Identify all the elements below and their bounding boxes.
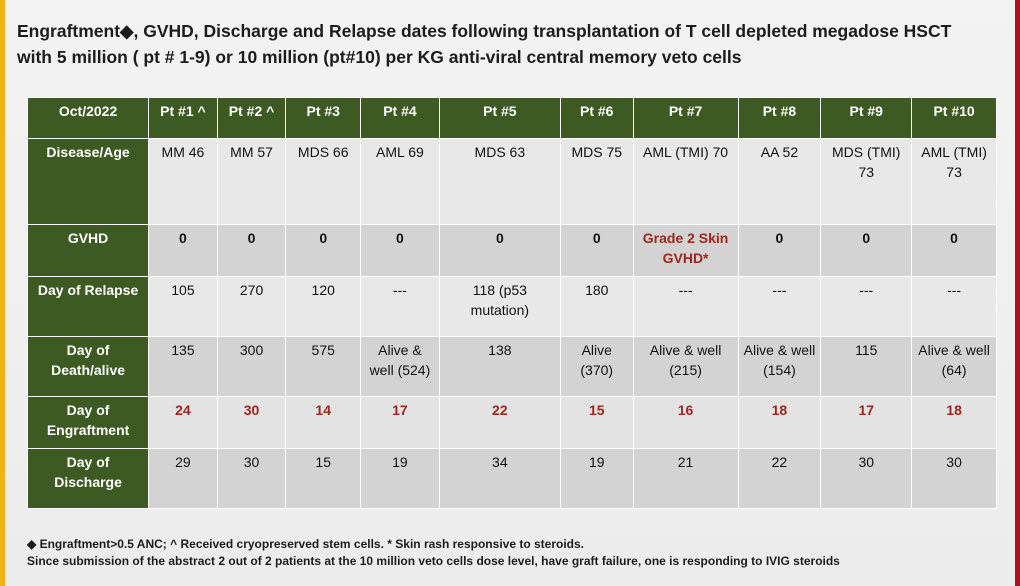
table-cell: MM 57	[216, 138, 287, 225]
table-cell: Alive (370)	[559, 336, 634, 397]
table-cell: 30	[216, 396, 287, 449]
patient-table: Oct/2022 Pt #1 ^ Pt #2 ^ Pt #3 Pt #4 Pt …	[26, 97, 997, 509]
table-cell: 0	[360, 224, 440, 277]
table-cell: 18	[737, 396, 822, 449]
table-cell: 18	[911, 396, 997, 449]
table-cell: 0	[820, 224, 913, 277]
table-cell: 21	[632, 448, 739, 509]
row-header-death-alive: Day of Death/alive	[26, 336, 150, 397]
table-cell: 105	[148, 276, 218, 337]
table-cell: 24	[148, 396, 218, 449]
frame-accent-strip	[0, 0, 5, 586]
col-header-pt5: Pt #5	[438, 97, 561, 139]
col-header-pt7: Pt #7	[632, 97, 739, 139]
table-cell: 19	[559, 448, 634, 509]
table-row: Day of Death/alive 135 300 575 Alive & w…	[26, 336, 997, 397]
table-cell-highlight: Grade 2 Skin GVHD*	[632, 224, 739, 277]
table-cell: 17	[820, 396, 913, 449]
table-cell: AA 52	[737, 138, 822, 225]
table-cell: ---	[632, 276, 739, 337]
table-cell: 0	[148, 224, 218, 277]
col-header-pt4: Pt #4	[360, 97, 440, 139]
table-cell: 180	[559, 276, 634, 337]
table-cell: ---	[820, 276, 913, 337]
table-cell: ---	[911, 276, 997, 337]
table-cell: Alive & well (64)	[911, 336, 997, 397]
table-cell: MDS 66	[285, 138, 362, 225]
table-cell: MDS (TMI) 73	[820, 138, 913, 225]
table-row: Day of Discharge 29 30 15 19 34 19 21 22…	[26, 448, 997, 509]
table-cell: 30	[820, 448, 913, 509]
table-cell: MDS 63	[438, 138, 561, 225]
table-cell: 300	[216, 336, 287, 397]
table-cell: 0	[559, 224, 634, 277]
title-line-1: Engraftment◆, GVHD, Discharge and Relaps…	[17, 21, 952, 41]
col-header-pt1: Pt #1 ^	[148, 97, 218, 139]
col-header-pt2: Pt #2 ^	[216, 97, 287, 139]
row-header-engraftment: Day of Engraftment	[26, 396, 150, 449]
table-cell: 30	[911, 448, 997, 509]
slide-title: Engraftment◆, GVHD, Discharge and Relaps…	[17, 18, 1007, 70]
header-row: Oct/2022 Pt #1 ^ Pt #2 ^ Pt #3 Pt #4 Pt …	[26, 97, 997, 139]
col-header-pt10: Pt #10	[911, 97, 997, 139]
table-cell: 0	[285, 224, 362, 277]
col-header-pt6: Pt #6	[559, 97, 634, 139]
table-cell: AML (TMI) 70	[632, 138, 739, 225]
table-cell: AML (TMI) 73	[911, 138, 997, 225]
table-cell: 17	[360, 396, 440, 449]
footnote-line-1: ◆ Engraftment>0.5 ANC; ^ Received cryopr…	[27, 537, 585, 551]
footnote: ◆ Engraftment>0.5 ANC; ^ Received cryopr…	[27, 536, 1007, 570]
table-cell: 14	[285, 396, 362, 449]
table-cell: 138	[438, 336, 561, 397]
row-header-disease-age: Disease/Age	[26, 138, 150, 225]
table-cell: ---	[360, 276, 440, 337]
table-cell: 30	[216, 448, 287, 509]
table-cell: 0	[911, 224, 997, 277]
table-cell: Alive & well (215)	[632, 336, 739, 397]
table-cell: 15	[285, 448, 362, 509]
col-header-pt8: Pt #8	[737, 97, 822, 139]
table-cell: MDS 75	[559, 138, 634, 225]
table-cell: 0	[438, 224, 561, 277]
table-row: GVHD 0 0 0 0 0 0 Grade 2 Skin GVHD* 0 0 …	[26, 224, 997, 277]
table-cell: AML 69	[360, 138, 440, 225]
table-cell: MM 46	[148, 138, 218, 225]
table-cell: 16	[632, 396, 739, 449]
table-cell: 0	[216, 224, 287, 277]
title-line-2: with 5 million ( pt # 1-9) or 10 million…	[17, 47, 742, 67]
table-cell: ---	[737, 276, 822, 337]
table-cell: 270	[216, 276, 287, 337]
table-cell: Alive & well (154)	[737, 336, 822, 397]
slide: Engraftment◆, GVHD, Discharge and Relaps…	[5, 0, 1020, 586]
footnote-line-2: Since submission of the abstract 2 out o…	[27, 554, 840, 568]
table-cell: 34	[438, 448, 561, 509]
table-cell: Alive & well (524)	[360, 336, 440, 397]
table-cell: 15	[559, 396, 634, 449]
table-cell: 575	[285, 336, 362, 397]
table-cell: 120	[285, 276, 362, 337]
table-cell: 135	[148, 336, 218, 397]
table-cell: 19	[360, 448, 440, 509]
table-cell: 0	[737, 224, 822, 277]
table-cell: 29	[148, 448, 218, 509]
corner-header: Oct/2022	[26, 97, 150, 139]
table-cell: 22	[438, 396, 561, 449]
table-row: Day of Engraftment 24 30 14 17 22 15 16 …	[26, 396, 997, 449]
table-cell: 22	[737, 448, 822, 509]
col-header-pt9: Pt #9	[820, 97, 913, 139]
row-header-gvhd: GVHD	[26, 224, 150, 277]
table-cell: 118 (p53 mutation)	[438, 276, 561, 337]
col-header-pt3: Pt #3	[285, 97, 362, 139]
table-row: Day of Relapse 105 270 120 --- 118 (p53 …	[26, 276, 997, 337]
table-cell: 115	[820, 336, 913, 397]
row-header-discharge: Day of Discharge	[26, 448, 150, 509]
row-header-relapse: Day of Relapse	[26, 276, 150, 337]
table-row: Disease/Age MM 46 MM 57 MDS 66 AML 69 MD…	[26, 138, 997, 225]
